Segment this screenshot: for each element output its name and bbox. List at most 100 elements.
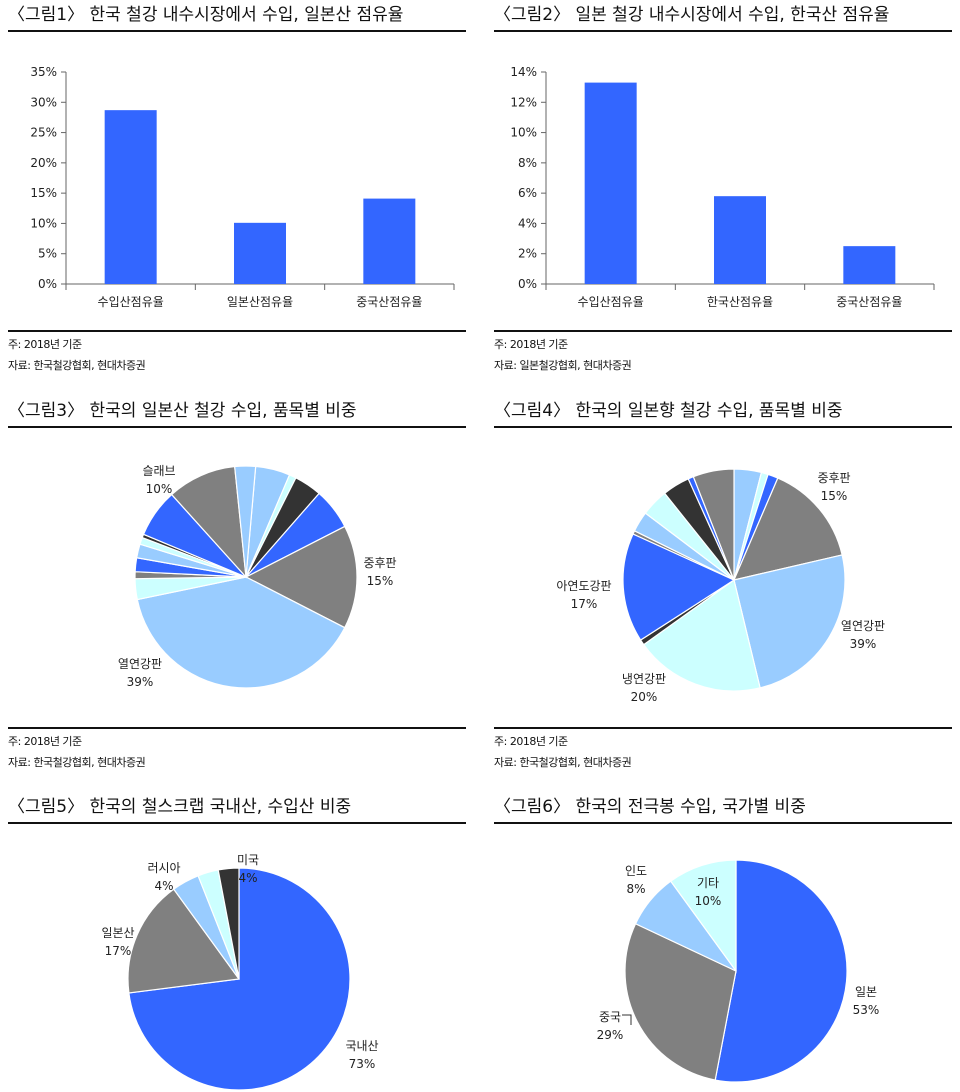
figure-2-title: 〈그림2〉 일본 철강 내수시장에서 수입, 한국산 점유율 xyxy=(494,0,952,32)
slice-value-label: 4% xyxy=(238,871,257,885)
y-tick-label: 20% xyxy=(30,156,57,170)
y-tick-label: 0% xyxy=(38,277,57,291)
figure-5-panel: 〈그림5〉 한국의 철스크랩 국내산, 수입산 비중 국내산 73% 일본산 17% 러… xyxy=(8,792,466,1092)
bar xyxy=(843,246,896,284)
slice-label: 냉연강판 xyxy=(622,672,666,686)
figure-3-pie-chart: 중후판 15% 열연강판 39% 슬래브 10% xyxy=(118,464,397,689)
y-tick-label: 4% xyxy=(518,216,537,230)
pie-slice xyxy=(624,922,737,1081)
slice-value-label: 10% xyxy=(146,482,173,496)
figure-4-notes: 주: 2018년 기준 자료: 한국철강협회, 현대차증권 xyxy=(494,727,952,773)
slice-label: 중후판 xyxy=(817,471,850,485)
figure-3-notes: 주: 2018년 기준 자료: 한국철강협회, 현대차증권 xyxy=(8,727,466,773)
slice-value-label: 39% xyxy=(127,675,154,689)
slice-label: 국내산 xyxy=(345,1039,378,1053)
figure-5-title: 〈그림5〉 한국의 철스크랩 국내산, 수입산 비중 xyxy=(8,792,466,824)
x-tick-label: 중국산점유율 xyxy=(836,295,902,309)
x-tick-label: 한국산점유율 xyxy=(707,295,773,309)
slice-value-label: 8% xyxy=(626,882,645,896)
pie-slice xyxy=(234,465,257,578)
leader-line xyxy=(622,1014,632,1025)
figure-5-pie-chart: 국내산 73% 일본산 17% 러시아 4% 미국 4% xyxy=(101,853,379,1091)
slice-value-label: 73% xyxy=(349,1057,376,1071)
y-tick-label: 15% xyxy=(30,186,57,200)
y-tick-label: 10% xyxy=(30,216,57,230)
figure-2-note: 주: 2018년 기준 xyxy=(494,338,568,351)
slice-label: 러시아 xyxy=(147,861,180,875)
figure-1-source: 자료: 한국철강협회, 현대차증권 xyxy=(8,359,146,372)
figure-6-pie-chart: 일본 53% 중국 29% 인도 8% 기타 10% xyxy=(597,859,880,1083)
slice-label: 중국 xyxy=(599,1010,621,1024)
slice-value-label: 53% xyxy=(853,1003,880,1017)
slice-label: 일본산 xyxy=(101,926,134,940)
x-tick-label: 중국산점유율 xyxy=(356,295,422,309)
bar xyxy=(363,198,416,284)
pie-slice xyxy=(217,867,240,980)
pie-slice xyxy=(244,525,358,629)
bar xyxy=(714,196,766,284)
figure-4-panel: 〈그림4〉 한국의 일본향 철강 수입, 품목별 비중 중후판 15% 열연강판 39… xyxy=(494,396,952,776)
slice-value-label: 17% xyxy=(571,597,598,611)
y-tick-label: 10% xyxy=(510,126,537,140)
pie-slice xyxy=(733,554,846,689)
slice-value-label: 29% xyxy=(597,1028,624,1042)
slice-label: 아연도강판 xyxy=(556,579,611,593)
pie-slice xyxy=(732,477,843,581)
slice-value-label: 10% xyxy=(695,894,722,908)
figure-2-source: 자료: 일본철강협회, 현대차증권 xyxy=(494,359,632,372)
slice-label: 기타 xyxy=(697,876,719,890)
y-tick-label: 6% xyxy=(518,186,537,200)
y-tick-label: 5% xyxy=(38,247,57,261)
slice-label: 열연강판 xyxy=(118,657,162,671)
figure-3-note: 주: 2018년 기준 xyxy=(8,735,82,748)
figure-1-notes: 주: 2018년 기준 자료: 한국철강협회, 현대차증권 xyxy=(8,330,466,376)
y-tick-label: 35% xyxy=(30,65,57,79)
pie-slice xyxy=(622,533,736,641)
figure-1-panel: 〈그림1〉 한국 철강 내수시장에서 수입, 일본산 점유율 0% 5% 10% 15… xyxy=(8,0,466,375)
y-tick-label: 2% xyxy=(518,247,537,261)
y-tick-label: 0% xyxy=(518,277,537,291)
slice-label: 중후판 xyxy=(363,556,396,570)
figure-2-notes: 주: 2018년 기준 자료: 일본철강협회, 현대차증권 xyxy=(494,330,952,376)
slice-value-label: 15% xyxy=(821,489,848,503)
slice-label: 일본 xyxy=(855,985,877,999)
figure-4-title: 〈그림4〉 한국의 일본향 철강 수입, 품목별 비중 xyxy=(494,396,952,428)
y-tick-label: 14% xyxy=(510,65,537,79)
bar xyxy=(104,110,157,284)
slice-label: 미국 xyxy=(237,853,259,867)
slice-label: 인도 xyxy=(625,864,647,878)
pie-slice xyxy=(714,859,848,1083)
figure-3-source: 자료: 한국철강협회, 현대차증권 xyxy=(8,756,146,769)
slice-value-label: 4% xyxy=(154,879,173,893)
pie-slice xyxy=(127,888,241,994)
pie-slice xyxy=(642,578,761,692)
pie-slice xyxy=(669,859,737,973)
slice-label: 슬래브 xyxy=(142,464,175,478)
figure-6-title: 〈그림6〉 한국의 전극봉 수입, 국가별 비중 xyxy=(494,792,952,824)
y-tick-label: 12% xyxy=(510,95,537,109)
figure-2-panel: 〈그림2〉 일본 철강 내수시장에서 수입, 한국산 점유율 0% 2% 4% 6% 8… xyxy=(494,0,952,375)
figure-4-source: 자료: 한국철강협회, 현대차증권 xyxy=(494,756,632,769)
slice-value-label: 15% xyxy=(367,574,394,588)
x-tick-label: 수입산점유율 xyxy=(98,295,164,309)
bar xyxy=(234,222,286,284)
y-tick-label: 25% xyxy=(30,126,57,140)
figure-4-pie-chart: 중후판 15% 열연강판 39% 냉연강판 20% 아연도강판 17% xyxy=(556,468,885,704)
slice-label: 열연강판 xyxy=(841,619,885,633)
figure-3-title: 〈그림3〉 한국의 일본산 철강 수입, 품목별 비중 xyxy=(8,396,466,428)
figure-1-note: 주: 2018년 기준 xyxy=(8,338,82,351)
slice-value-label: 17% xyxy=(105,944,132,958)
slice-value-label: 39% xyxy=(850,637,877,651)
figure-4-note: 주: 2018년 기준 xyxy=(494,735,568,748)
figure-1-title: 〈그림1〉 한국 철강 내수시장에서 수입, 일본산 점유율 xyxy=(8,0,466,32)
figure-3-panel: 〈그림3〉 한국의 일본산 철강 수입, 품목별 비중 중후판 15% 열연강판 39… xyxy=(8,396,466,776)
figure-1-bar-chart: 0% 5% 10% 15% 20% 25% 30% 35% 수입산점유율 일본산점유율 중국산점유율 xyxy=(30,65,455,309)
slice-value-label: 20% xyxy=(631,690,658,704)
pie-slice xyxy=(692,468,735,581)
pie-slice xyxy=(136,576,346,689)
y-tick-label: 8% xyxy=(518,156,537,170)
x-tick-label: 일본산점유율 xyxy=(227,295,293,309)
figure-2-bar-chart: 0% 2% 4% 6% 8% 10% 12% 14% 수입산점유율 한국산점유율 중국산점유율 xyxy=(510,65,935,309)
figure-6-panel: 〈그림6〉 한국의 전극봉 수입, 국가별 비중 일본 53% 중국 29% 인도 8% 기… xyxy=(494,792,952,1092)
y-tick-label: 30% xyxy=(30,95,57,109)
